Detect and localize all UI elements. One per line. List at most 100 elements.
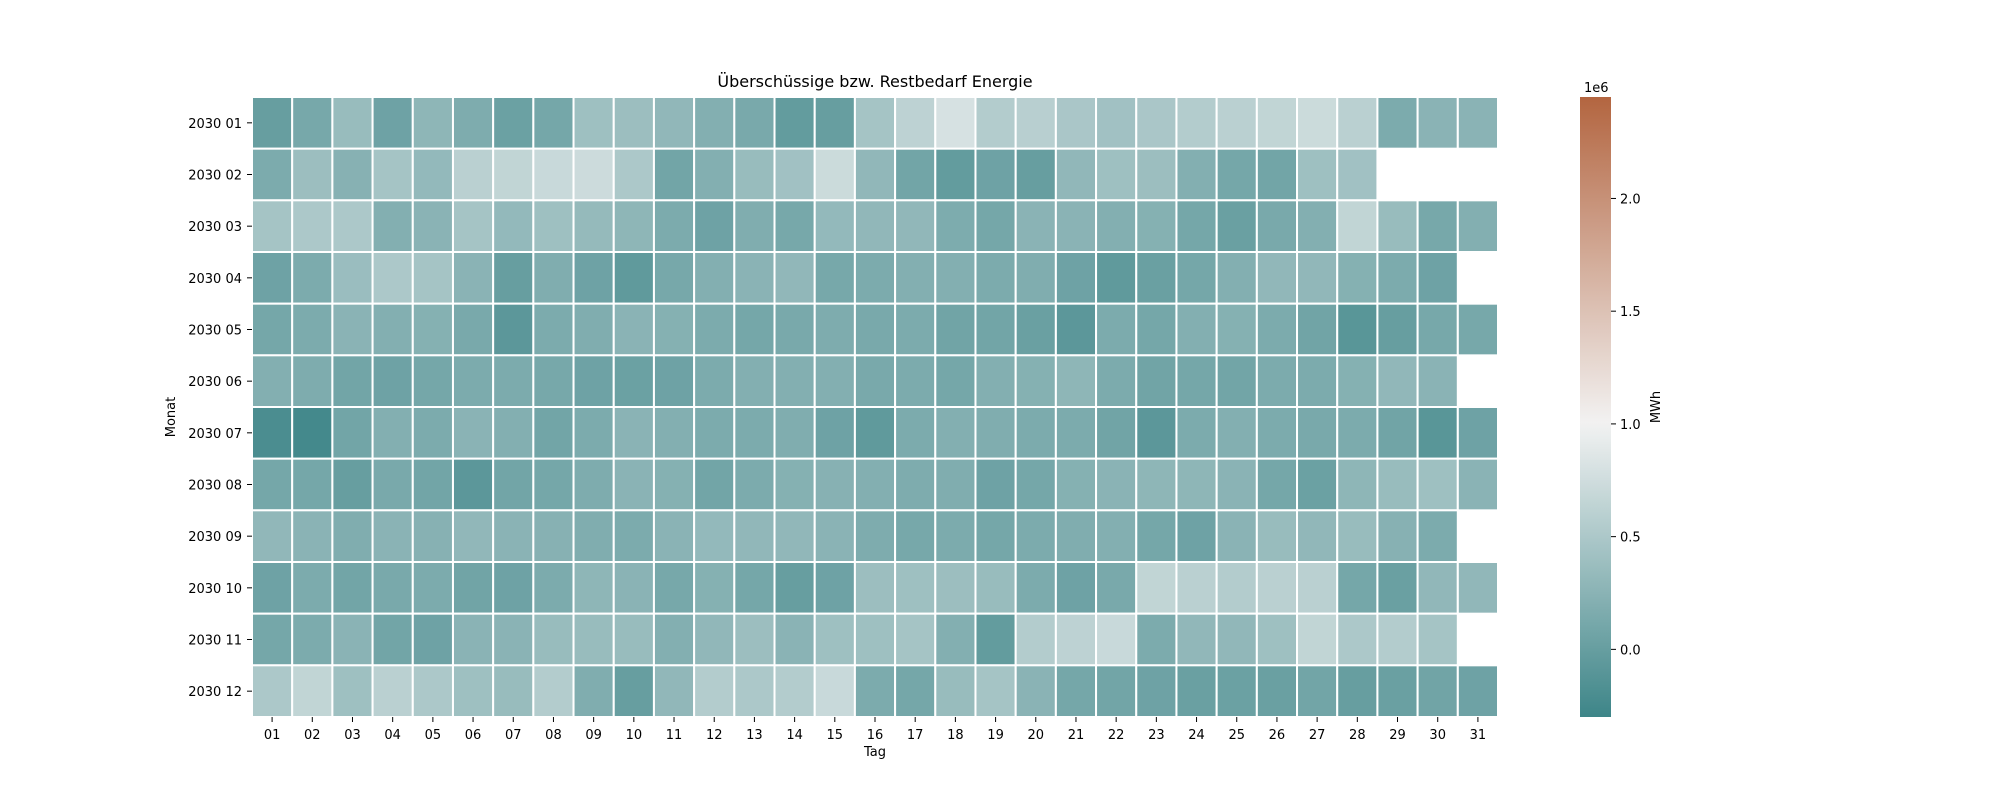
heatmap-cell xyxy=(1014,96,1057,150)
heatmap-cell xyxy=(532,147,575,202)
heatmap-cell xyxy=(1336,354,1379,408)
heatmap-cell xyxy=(693,147,736,202)
heatmap-cell xyxy=(411,612,454,667)
heatmap-cell xyxy=(532,664,575,719)
heatmap-cell xyxy=(894,354,937,408)
heatmap-cell xyxy=(934,561,977,615)
colorbar-tick-label: 2.0 xyxy=(1620,192,1641,207)
heatmap-cell xyxy=(1135,354,1178,408)
heatmap-cell xyxy=(934,664,977,719)
heatmap-cell xyxy=(612,457,655,512)
heatmap-cell xyxy=(612,199,655,253)
x-tick-label: 12 xyxy=(706,728,723,743)
heatmap-cell xyxy=(251,612,294,667)
y-tick-label: 2030 07 xyxy=(188,427,242,442)
heatmap-cell xyxy=(1054,251,1098,305)
heatmap-cell xyxy=(371,96,414,150)
heatmap-cell xyxy=(291,664,334,719)
heatmap-cell xyxy=(1296,561,1339,615)
heatmap-cell xyxy=(331,664,374,719)
heatmap-cell xyxy=(612,509,655,563)
heatmap-cell xyxy=(612,302,655,357)
heatmap-cell xyxy=(1376,406,1419,460)
heatmap-cell xyxy=(1255,354,1299,408)
heatmap-cell xyxy=(532,457,575,512)
heatmap-cell xyxy=(411,664,454,719)
heatmap-cell xyxy=(813,457,856,512)
heatmap-cell xyxy=(451,96,495,150)
heatmap-cell xyxy=(251,664,294,719)
heatmap-cell xyxy=(1014,457,1057,512)
heatmap-cell xyxy=(1014,612,1057,667)
heatmap-cell xyxy=(291,457,334,512)
heatmap-cell xyxy=(492,199,535,253)
y-tick-label: 2030 10 xyxy=(188,582,242,597)
heatmap-cell xyxy=(1135,96,1178,150)
heatmap-cell xyxy=(612,406,655,460)
heatmap-cell xyxy=(411,561,454,615)
heatmap-cell xyxy=(1054,147,1098,202)
heatmap-cell xyxy=(773,354,816,408)
x-tick-label: 19 xyxy=(987,728,1004,743)
heatmap-cell xyxy=(693,199,736,253)
x-tick-label: 07 xyxy=(505,728,522,743)
heatmap-cell xyxy=(492,251,535,305)
heatmap-cell xyxy=(572,406,615,460)
heatmap-cell xyxy=(492,612,535,667)
heatmap-cell xyxy=(331,612,374,667)
heatmap-cell xyxy=(1255,406,1299,460)
heatmap-cell xyxy=(612,561,655,615)
heatmap-cell xyxy=(1336,509,1379,563)
heatmap-cell xyxy=(331,302,374,357)
heatmap-cell xyxy=(411,509,454,563)
heatmap-cell xyxy=(1456,199,1500,253)
heatmap-cell xyxy=(451,509,495,563)
heatmap-cell xyxy=(492,354,535,408)
heatmap-cell xyxy=(813,354,856,408)
heatmap-cell xyxy=(813,406,856,460)
heatmap-cell xyxy=(853,354,897,408)
heatmap-cell xyxy=(813,612,856,667)
heatmap-cell xyxy=(1376,354,1419,408)
x-tick-label: 16 xyxy=(867,728,884,743)
heatmap-cell xyxy=(1054,612,1098,667)
heatmap-cell xyxy=(1135,612,1178,667)
y-tick-label: 2030 08 xyxy=(188,479,242,494)
heatmap-cell xyxy=(1416,406,1459,460)
heatmap-cell xyxy=(894,561,937,615)
heatmap-cell xyxy=(934,509,977,563)
colorbar-tick-label: 1.0 xyxy=(1620,418,1641,433)
x-tick-label: 20 xyxy=(1028,728,1045,743)
heatmap-cell xyxy=(652,302,696,357)
heatmap-cell xyxy=(291,509,334,563)
heatmap-cell xyxy=(532,199,575,253)
heatmap-cell xyxy=(693,664,736,719)
heatmap-cell xyxy=(1175,147,1218,202)
heatmap-cell xyxy=(492,302,535,357)
heatmap-cell xyxy=(693,561,736,615)
heatmap-cell xyxy=(733,509,776,563)
heatmap-cell xyxy=(1416,302,1459,357)
heatmap-cell xyxy=(853,147,897,202)
heatmap-cell xyxy=(853,251,897,305)
heatmap-cell xyxy=(974,96,1017,150)
colorbar-tick-label: 0.5 xyxy=(1620,531,1641,546)
heatmap-cell xyxy=(652,612,696,667)
heatmap-cell xyxy=(974,199,1017,253)
heatmap-cell xyxy=(693,509,736,563)
heatmap-cell xyxy=(1456,457,1500,512)
heatmap-cell xyxy=(1255,302,1299,357)
heatmap-cell xyxy=(974,612,1017,667)
heatmap-cell xyxy=(733,199,776,253)
heatmap-cell xyxy=(451,251,495,305)
heatmap-cell xyxy=(1175,199,1218,253)
heatmap-cell xyxy=(1215,251,1258,305)
heatmap-cell xyxy=(411,147,454,202)
heatmap-cell xyxy=(572,509,615,563)
x-tick-label: 17 xyxy=(907,728,924,743)
heatmap-cell xyxy=(1175,612,1218,667)
heatmap-cell xyxy=(1014,302,1057,357)
heatmap-cell xyxy=(974,457,1017,512)
heatmap-cell xyxy=(1054,354,1098,408)
